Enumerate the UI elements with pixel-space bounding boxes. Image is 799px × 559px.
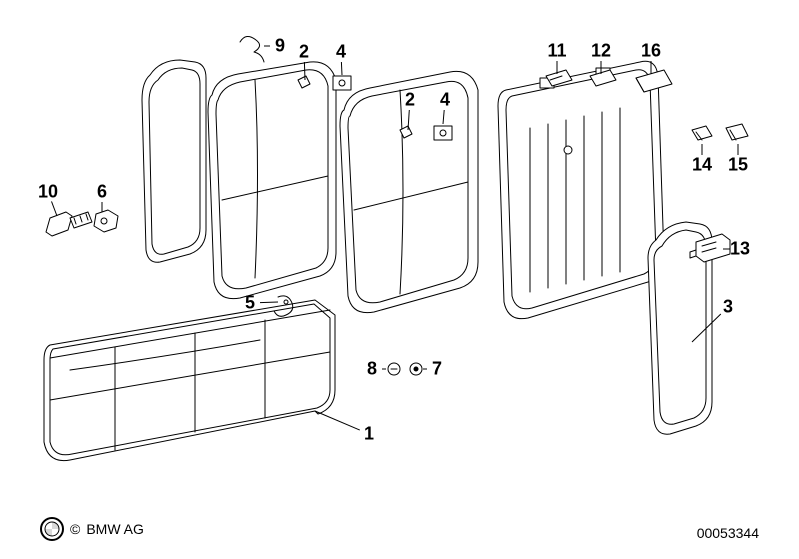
callout-c10: 10 — [38, 182, 58, 203]
part-backrest-frame — [498, 61, 664, 318]
footer-left: © BMW AG — [40, 517, 144, 541]
callout-c9: 9 — [275, 36, 285, 57]
part-bolt-10 — [46, 212, 92, 236]
callout-c11: 11 — [547, 41, 566, 62]
footer-doc-number: 00053344 — [697, 525, 759, 541]
part-backrest-left — [208, 62, 336, 299]
part-clip-9 — [240, 36, 264, 62]
bmw-logo-icon — [40, 517, 64, 541]
callout-c1: 1 — [364, 424, 374, 445]
part-socket-4b — [434, 126, 452, 140]
callout-c6: 6 — [97, 182, 107, 203]
callout-c4a: 4 — [336, 42, 346, 63]
callout-c2b: 2 — [405, 90, 415, 111]
callout-c2a: 2 — [299, 42, 309, 63]
copyright-symbol: © — [70, 521, 80, 537]
part-clip-14 — [692, 126, 712, 140]
part-plug-8 — [388, 363, 400, 375]
callout-c3: 3 — [723, 297, 733, 318]
callout-c13: 13 — [730, 239, 750, 260]
callout-c12: 12 — [591, 41, 611, 62]
part-seat-cushion — [44, 300, 335, 461]
callout-c14: 14 — [692, 155, 712, 176]
callout-c16: 16 — [641, 41, 661, 62]
callout-c7: 7 — [432, 359, 442, 380]
callout-c15: 15 — [728, 155, 748, 176]
callout-c8: 8 — [367, 359, 377, 380]
diagram-canvas: 1223445678910111213141516 © BMW AG 00053… — [0, 0, 799, 559]
part-left-bolster — [142, 60, 206, 262]
callout-c4b: 4 — [440, 90, 450, 111]
part-nut-6 — [94, 210, 118, 232]
part-plug-7 — [410, 363, 422, 375]
parts-diagram — [0, 0, 799, 559]
part-socket-4a — [333, 76, 351, 90]
brand-text: BMW AG — [86, 521, 144, 537]
part-clip-15 — [726, 124, 748, 140]
callout-c5: 5 — [245, 293, 255, 314]
